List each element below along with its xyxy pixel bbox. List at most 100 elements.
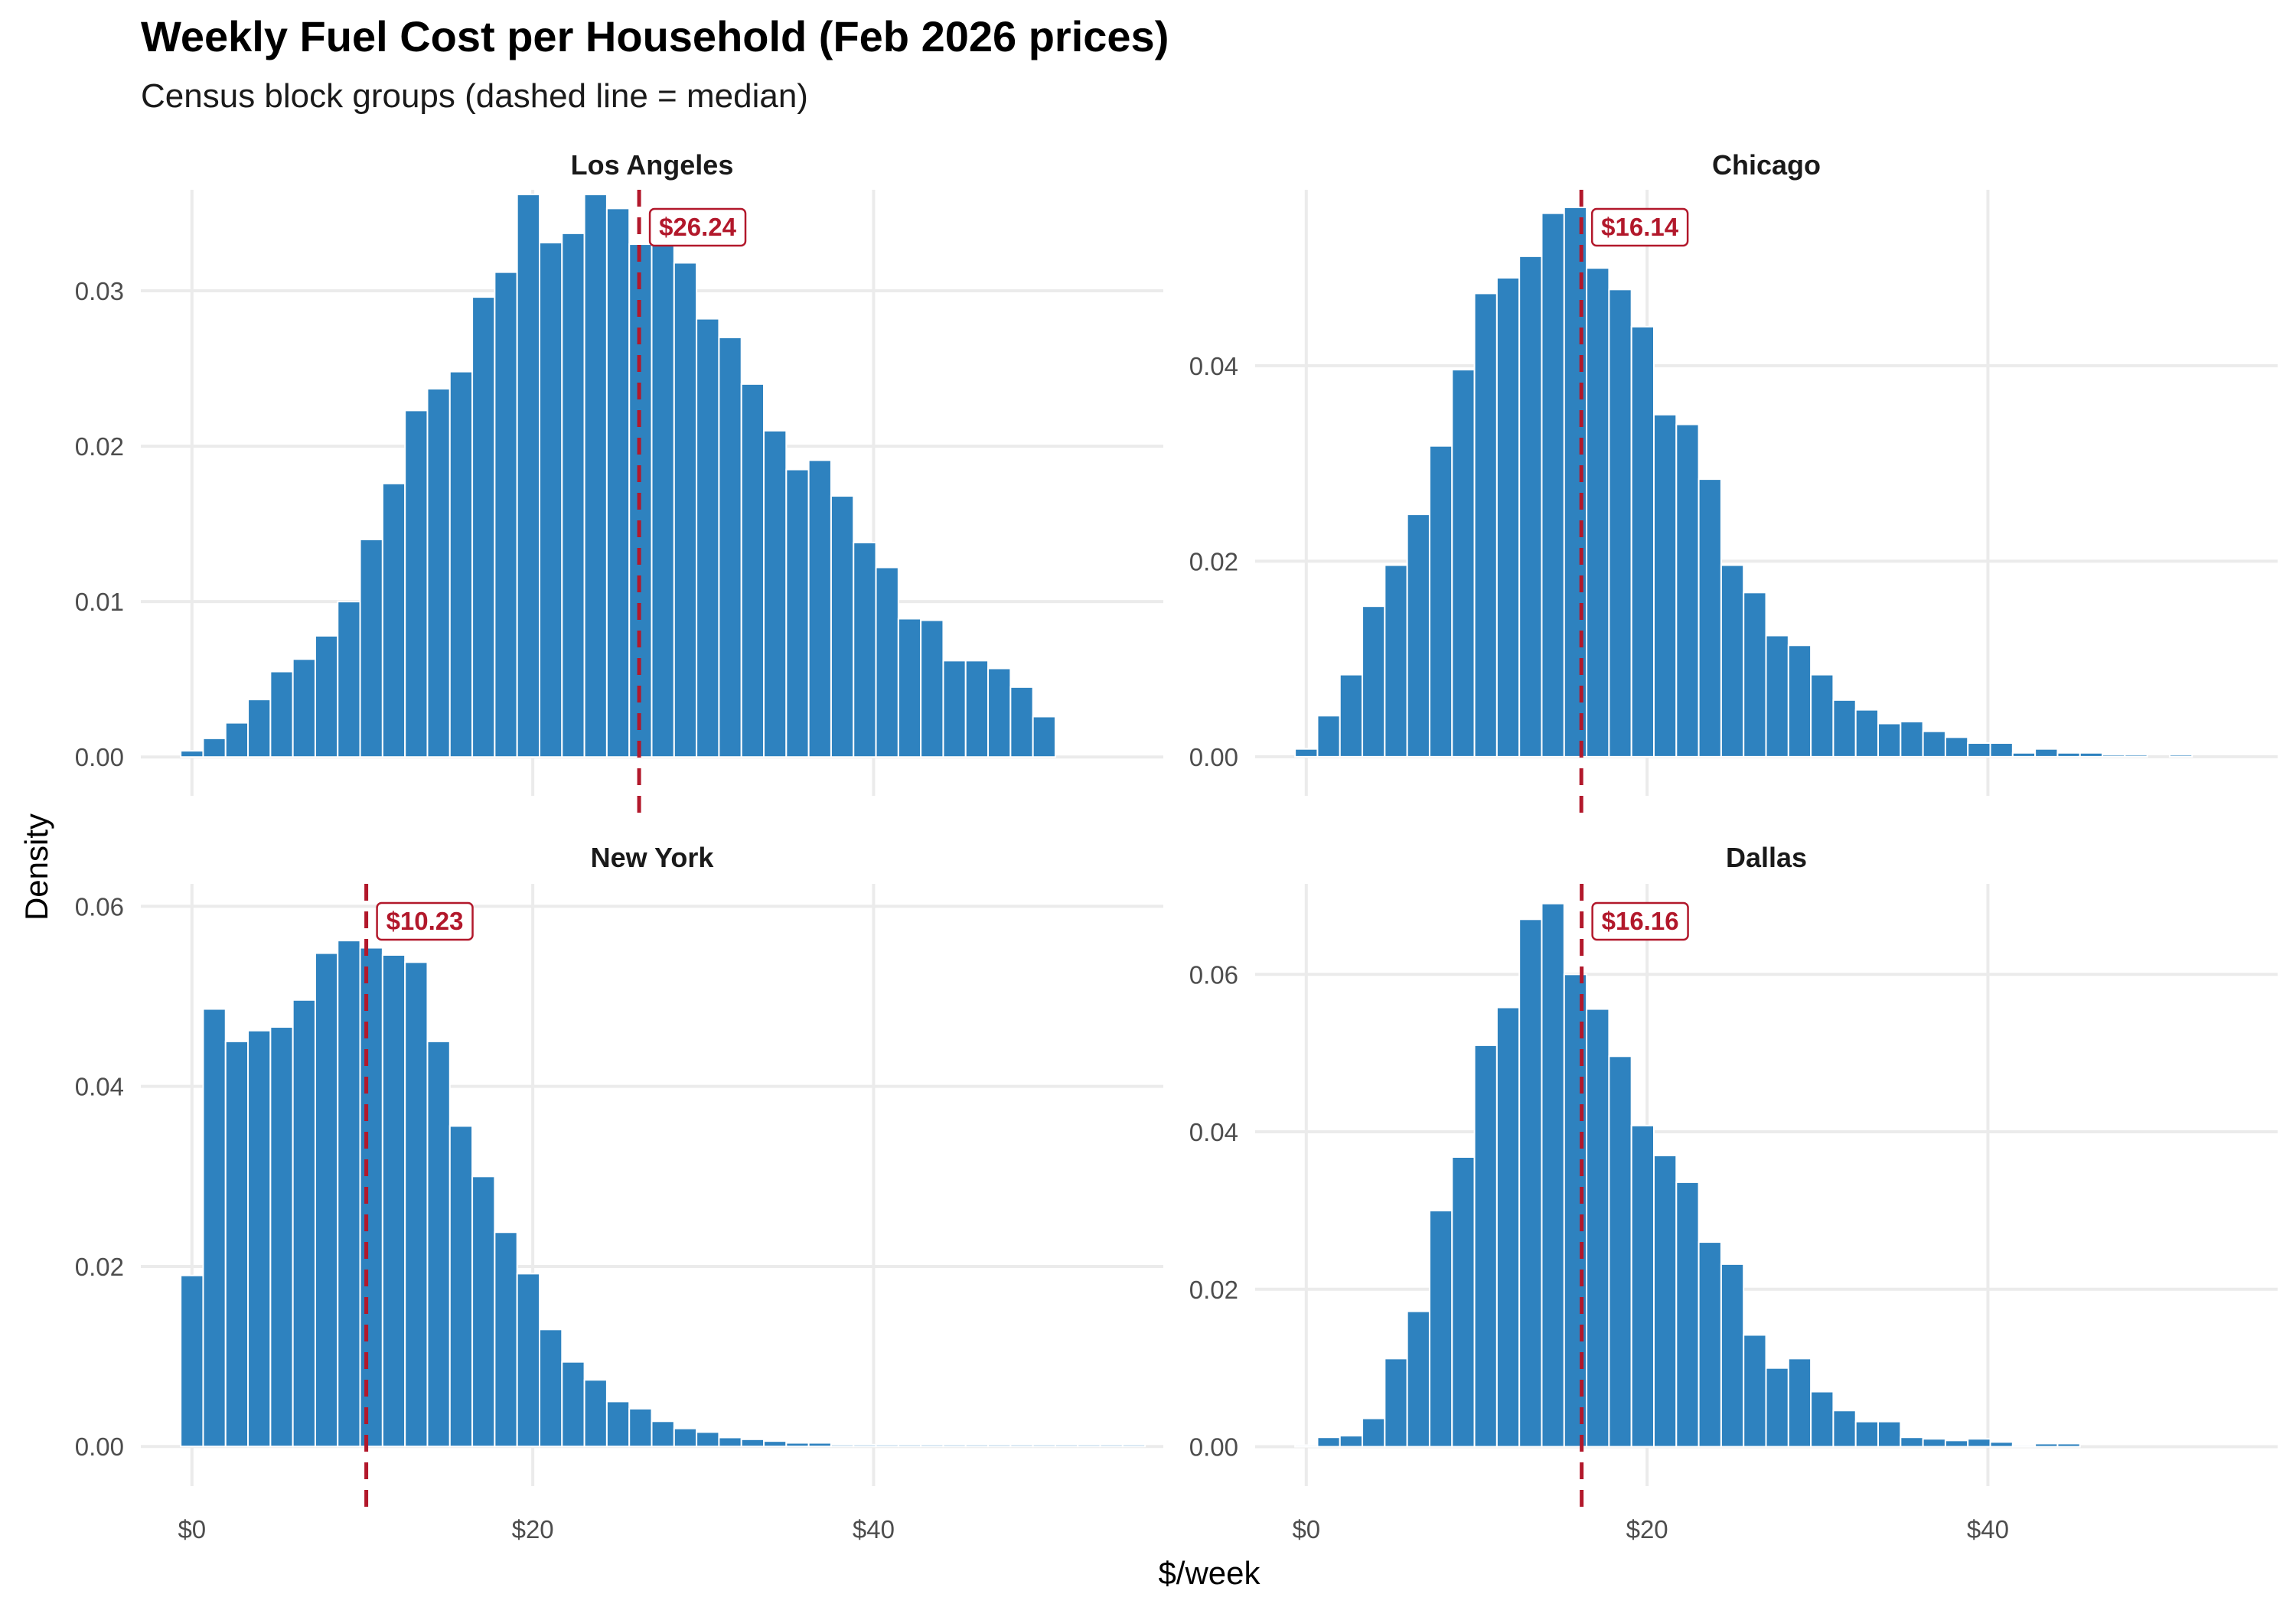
histogram-bar-chicago-5: [1406, 513, 1430, 758]
histogram-bar-new-york-25: [740, 1438, 765, 1448]
histogram-bar-chicago-32: [2011, 751, 2037, 758]
histogram-bar-new-york-24: [718, 1436, 742, 1448]
histogram-bar-new-york-4: [269, 1026, 294, 1448]
histogram-bar-dallas-22: [1787, 1358, 1812, 1448]
panel-chicago: 0.00 0.02 0.04 $16.14 Chicago: [1189, 149, 2278, 820]
histogram-bar-dallas-1: [1316, 1436, 1341, 1448]
histogram-bar-new-york-28: [807, 1442, 832, 1448]
histogram-bar-los-angeles-13: [471, 296, 496, 758]
histogram-bar-chicago-17: [1675, 423, 1700, 758]
histogram-bar-dallas-2: [1339, 1435, 1364, 1448]
histogram-bar-dallas-4: [1384, 1358, 1408, 1448]
histogram-bar-los-angeles-11: [426, 387, 451, 758]
histogram-bar-los-angeles-23: [696, 318, 720, 758]
y-tick-label-new-york-1: 0.02: [75, 1253, 124, 1281]
histogram-bar-new-york-39: [1054, 1443, 1079, 1448]
histogram-bar-chicago-30: [1967, 742, 1991, 758]
histogram-bar-chicago-20: [1743, 592, 1767, 758]
chart-title: Weekly Fuel Cost per Household (Feb 2026…: [141, 12, 1169, 60]
histogram-bar-chicago-19: [1720, 564, 1745, 758]
histogram-bar-chicago-16: [1652, 413, 1678, 758]
histogram-bar-new-york-27: [785, 1442, 810, 1448]
histogram-bar-los-angeles-14: [494, 271, 518, 758]
histogram-bar-dallas-31: [1989, 1441, 2014, 1448]
histogram-bar-new-york-32: [897, 1443, 922, 1448]
histogram-bar-dallas-34: [2056, 1442, 2081, 1448]
y-tick-label-los-angeles-1: 0.01: [75, 588, 124, 616]
histogram-bar-los-angeles-0: [180, 750, 204, 758]
histogram-bar-new-york-19: [605, 1400, 631, 1448]
y-tick-label-los-angeles-3: 0.03: [75, 277, 124, 305]
histogram-bar-los-angeles-18: [583, 194, 608, 758]
histogram-bar-dallas-25: [1854, 1420, 1880, 1448]
histogram-bar-los-angeles-17: [561, 232, 585, 758]
histogram-bar-los-angeles-8: [359, 538, 383, 758]
histogram-bar-new-york-1: [202, 1008, 227, 1448]
median-label-los-angeles: $26.24: [648, 207, 747, 247]
histogram-bar-new-york-23: [696, 1431, 720, 1448]
histogram-bar-dallas-32: [2011, 1444, 2037, 1448]
histogram-bar-los-angeles-38: [1032, 715, 1056, 758]
histogram-bar-dallas-5: [1406, 1310, 1430, 1448]
histogram-bar-new-york-29: [830, 1443, 855, 1448]
x-tick-label-dallas-2: $40: [1967, 1515, 2009, 1543]
histogram-bar-new-york-38: [1032, 1443, 1056, 1448]
histogram-bar-chicago-18: [1698, 478, 1722, 758]
histogram-bar-dallas-16: [1652, 1154, 1678, 1448]
histogram-bar-dallas-6: [1428, 1209, 1453, 1448]
histogram-bar-chicago-33: [2034, 748, 2059, 758]
histogram-bar-los-angeles-9: [381, 482, 406, 758]
histogram-bar-chicago-23: [1810, 673, 1835, 758]
histogram-bar-new-york-18: [583, 1379, 608, 1448]
histogram-bar-los-angeles-25: [740, 383, 765, 758]
histogram-bar-los-angeles-31: [875, 566, 899, 758]
histogram-bar-los-angeles-10: [404, 409, 429, 758]
histogram-bar-dallas-3: [1362, 1417, 1386, 1448]
histogram-bar-new-york-9: [381, 953, 406, 1448]
y-tick-label-new-york-2: 0.04: [75, 1073, 124, 1101]
x-tick-label-new-york-2: $40: [853, 1515, 895, 1543]
histogram-bar-dallas-23: [1810, 1390, 1835, 1448]
median-label-box-new-york: [376, 901, 474, 941]
histogram-bar-dallas-27: [1900, 1436, 1924, 1448]
histogram-bar-dallas-10: [1518, 918, 1543, 1448]
histogram-bar-dallas-20: [1743, 1334, 1767, 1448]
y-axis-title: Density: [18, 813, 54, 921]
histogram-bar-dallas-24: [1832, 1410, 1857, 1448]
histogram-bar-chicago-27: [1900, 720, 1924, 758]
histogram-bar-dallas-19: [1720, 1263, 1745, 1448]
histogram-bar-dallas-17: [1675, 1181, 1700, 1448]
histogram-bar-dallas-28: [1922, 1438, 1946, 1448]
x-axis-title: $/week: [1158, 1555, 1261, 1591]
histogram-bar-new-york-15: [516, 1273, 540, 1448]
histogram-bar-chicago-35: [2079, 751, 2104, 758]
histogram-bar-new-york-36: [987, 1443, 1012, 1448]
histogram-bar-los-angeles-12: [448, 370, 474, 758]
histogram-bar-los-angeles-27: [785, 468, 810, 758]
histogram-bar-dallas-11: [1541, 902, 1565, 1448]
y-tick-label-chicago-1: 0.02: [1189, 547, 1238, 575]
histogram-bar-chicago-22: [1787, 644, 1812, 758]
histogram-bar-chicago-13: [1586, 267, 1610, 758]
median-label-dallas: $16.16: [1591, 901, 1689, 941]
histogram-bar-new-york-17: [561, 1361, 585, 1448]
median-label-box-chicago: [1590, 207, 1689, 247]
panel-dallas: 0.00 0.02 0.04 0.06 $16.16 Dallas $0 $20 $40: [1189, 842, 2278, 1543]
histogram-bar-los-angeles-21: [651, 232, 675, 758]
median-label-box-dallas: [1591, 901, 1689, 941]
histogram-bar-los-angeles-4: [269, 670, 294, 758]
histogram-bar-new-york-34: [942, 1443, 967, 1448]
histogram-bar-los-angeles-37: [1009, 686, 1034, 758]
histogram-bar-new-york-7: [337, 940, 361, 1448]
histogram-bar-dallas-18: [1698, 1241, 1722, 1448]
histogram-bar-dallas-9: [1495, 1006, 1521, 1448]
x-tick-label-dallas-1: $20: [1626, 1515, 1668, 1543]
histogram-bar-dallas-8: [1473, 1044, 1498, 1448]
histogram-bar-new-york-3: [247, 1029, 272, 1448]
histogram-bar-los-angeles-28: [807, 459, 832, 758]
histogram-bar-chicago-4: [1384, 564, 1408, 758]
histogram-bar-new-york-2: [224, 1040, 249, 1448]
histogram-bar-los-angeles-22: [673, 262, 698, 758]
